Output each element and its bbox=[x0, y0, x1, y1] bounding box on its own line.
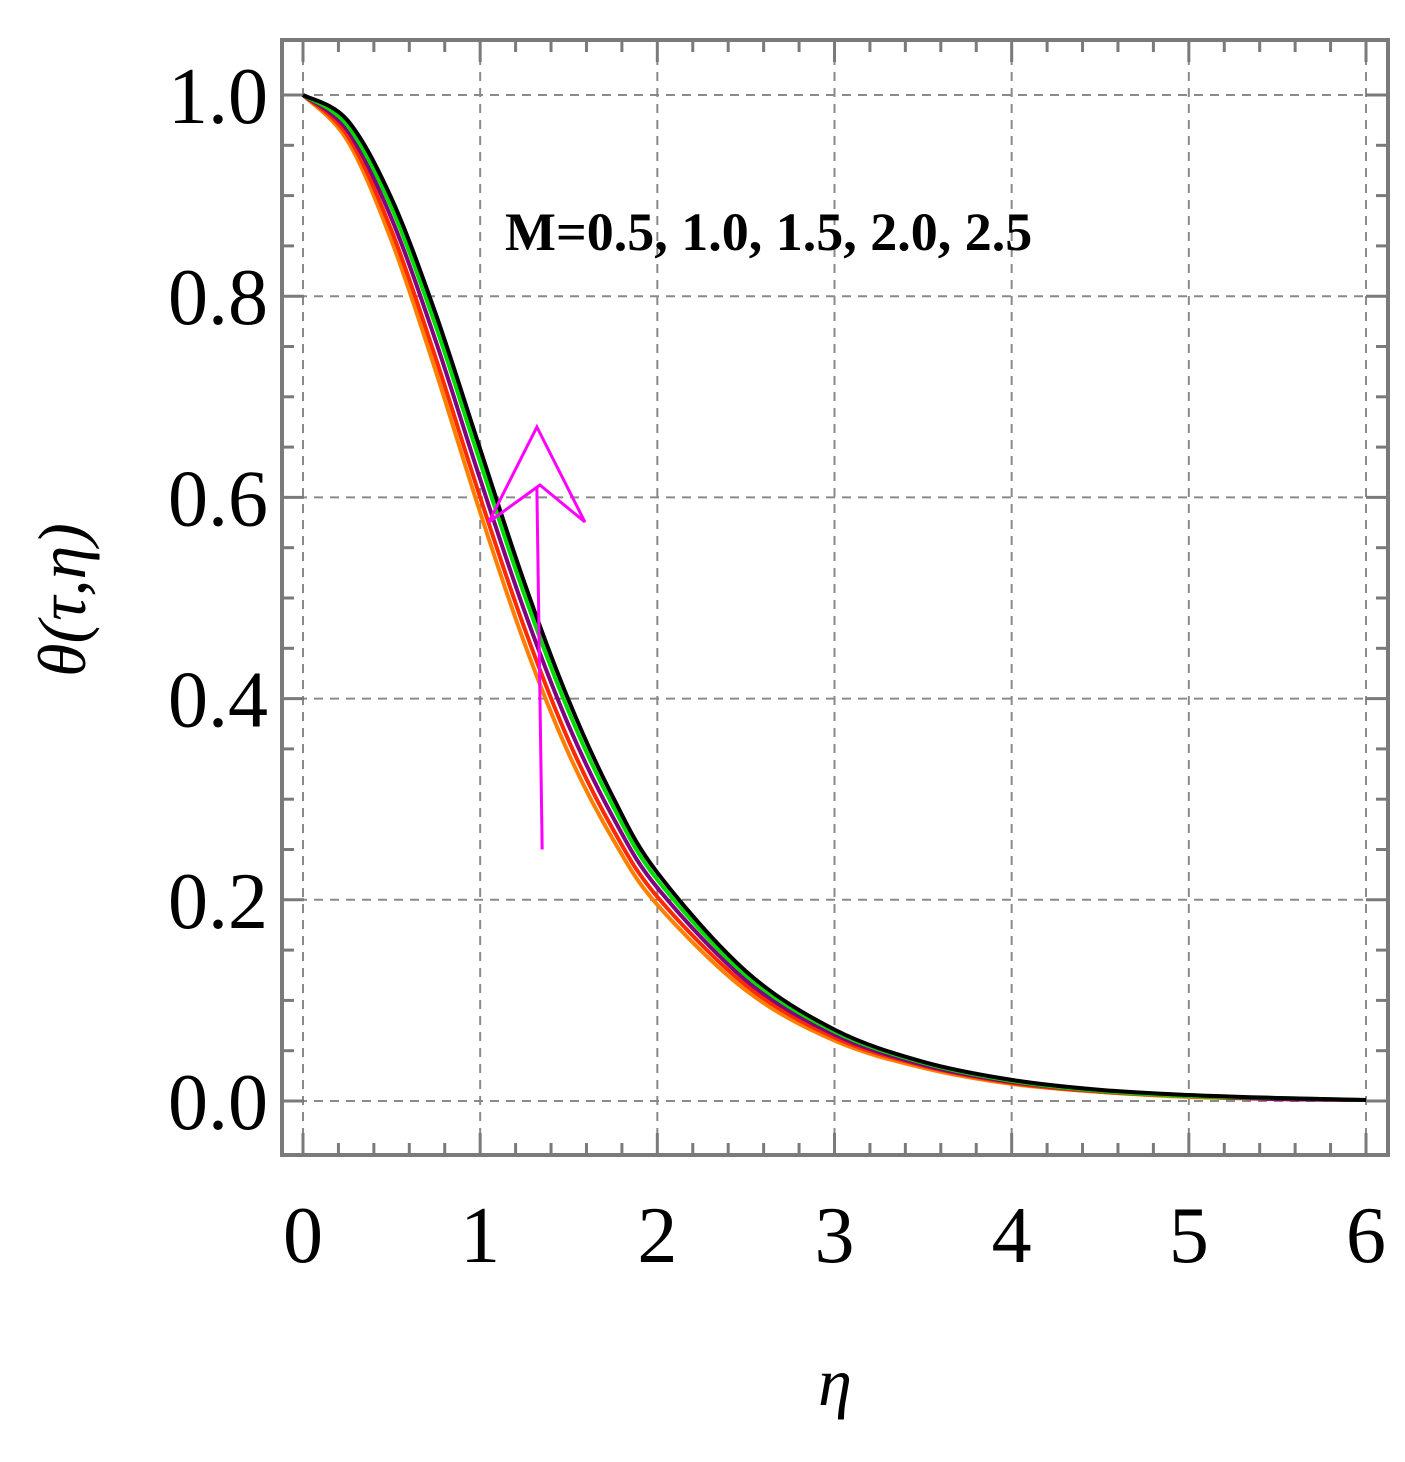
y-tick-label: 1.0 bbox=[168, 53, 268, 141]
y-tick-label: 0.2 bbox=[168, 858, 268, 946]
x-tick-label: 1 bbox=[460, 1192, 500, 1280]
y-axis-title: θ(τ,η) bbox=[24, 523, 100, 677]
x-tick-label: 0 bbox=[283, 1192, 323, 1280]
y-tick-label: 0.4 bbox=[168, 657, 268, 745]
x-tick-label: 6 bbox=[1346, 1192, 1386, 1280]
x-tick-labels: 0 1 2 3 4 5 6 bbox=[283, 1192, 1386, 1280]
x-axis-title: η bbox=[818, 1344, 852, 1420]
y-tick-label: 0.8 bbox=[168, 254, 268, 342]
grid-lines bbox=[282, 40, 1388, 1155]
trend-arrow bbox=[487, 423, 587, 850]
axis-ticks bbox=[282, 40, 1388, 1155]
arrow-head bbox=[487, 423, 587, 524]
series-group bbox=[301, 93, 1367, 1102]
x-tick-label: 4 bbox=[992, 1192, 1032, 1280]
y-tick-labels: 0.0 0.2 0.4 0.6 0.8 1.0 bbox=[168, 53, 268, 1147]
x-tick-label: 3 bbox=[815, 1192, 855, 1280]
arrow-shaft bbox=[535, 486, 544, 850]
y-tick-label: 0.6 bbox=[168, 455, 268, 543]
series-line-5 bbox=[302, 93, 1367, 1102]
y-tick-label: 0.0 bbox=[168, 1059, 268, 1147]
parameter-annotation: M=0.5, 1.0, 1.5, 2.0, 2.5 bbox=[505, 202, 1032, 262]
x-tick-label: 5 bbox=[1169, 1192, 1209, 1280]
x-tick-label: 2 bbox=[637, 1192, 677, 1280]
